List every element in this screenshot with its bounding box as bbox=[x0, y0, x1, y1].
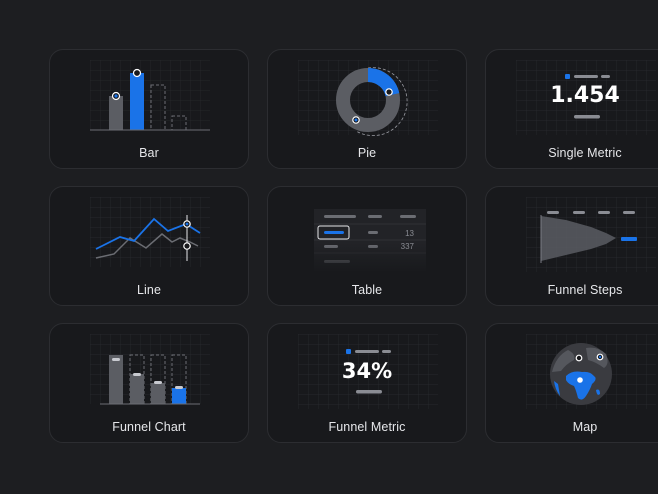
card-map-label: Map bbox=[572, 420, 598, 434]
funnel-metric-value: 34% bbox=[341, 359, 393, 383]
card-funnel-steps[interactable]: Funnel Steps bbox=[485, 186, 658, 306]
table-cell-1: 13 bbox=[405, 229, 414, 238]
card-map[interactable]: Map bbox=[485, 323, 658, 443]
single-metric-value: 1.454 bbox=[550, 83, 620, 108]
table-illustration bbox=[314, 209, 426, 273]
funnel-metric-illustration bbox=[298, 334, 438, 409]
card-table[interactable]: 13 337 Table bbox=[267, 186, 467, 306]
card-single-metric-label: Single Metric bbox=[548, 146, 622, 160]
funnel-chart-illustration bbox=[90, 334, 210, 405]
map-illustration bbox=[526, 334, 656, 409]
table-cells: 13 337 bbox=[401, 229, 415, 251]
funnel-steps-illustration bbox=[526, 197, 656, 272]
bar-chart-illustration bbox=[90, 60, 210, 131]
card-pie[interactable]: Pie bbox=[267, 49, 467, 169]
card-funnel-metric-label: Funnel Metric bbox=[328, 420, 406, 434]
card-bar[interactable]: Bar bbox=[49, 49, 249, 169]
table-cell-2: 337 bbox=[401, 242, 415, 251]
card-funnel-steps-label: Funnel Steps bbox=[547, 283, 623, 297]
card-line[interactable]: Line bbox=[49, 186, 249, 306]
single-metric-illustration bbox=[516, 60, 656, 135]
card-funnel-chart[interactable]: Funnel Chart bbox=[49, 323, 249, 443]
card-line-label: Line bbox=[136, 283, 162, 297]
pie-chart-illustration bbox=[298, 60, 438, 136]
card-single-metric[interactable]: 1.454 Single Metric bbox=[485, 49, 658, 169]
card-bar-label: Bar bbox=[139, 146, 159, 160]
line-chart-illustration bbox=[90, 197, 210, 267]
card-funnel-chart-label: Funnel Chart bbox=[112, 420, 186, 434]
card-table-label: Table bbox=[351, 283, 383, 297]
card-funnel-metric[interactable]: 34% Funnel Metric bbox=[267, 323, 467, 443]
card-pie-label: Pie bbox=[357, 146, 377, 160]
